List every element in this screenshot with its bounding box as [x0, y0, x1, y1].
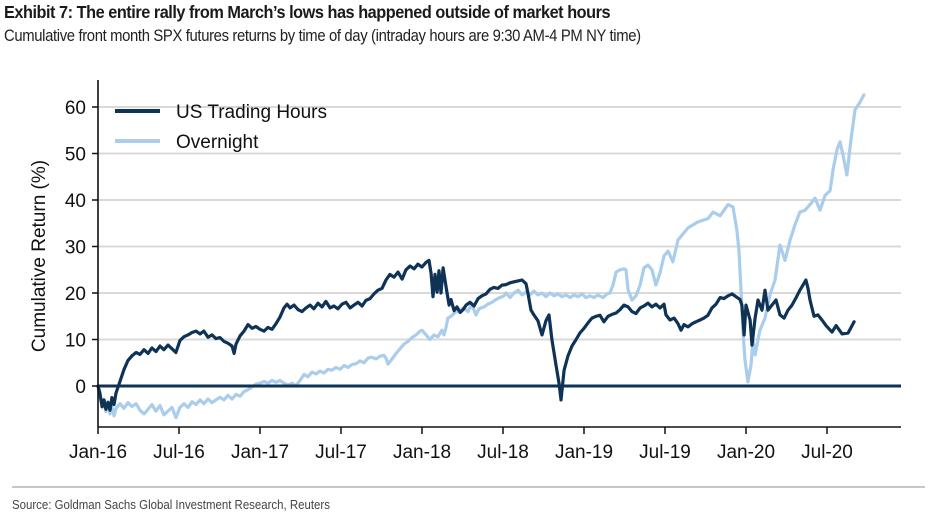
x-tick-label: Jul-18 — [477, 442, 529, 463]
legend: US Trading Hours Overnight — [115, 102, 327, 153]
gridlines — [98, 106, 901, 341]
legend-label-us-trading: US Trading Hours — [176, 102, 327, 123]
x-tick-label: Jan-18 — [393, 442, 451, 463]
axes — [92, 80, 901, 434]
y-tick-label: 50 — [65, 145, 86, 166]
chart-title: Exhibit 7: The entire rally from March’s… — [4, 2, 611, 22]
y-tick-label: 60 — [65, 98, 86, 119]
y-tick-label: 30 — [65, 238, 86, 259]
x-tick-label: Jul-20 — [801, 442, 853, 463]
x-tick-labels: Jan-16 Jul-16 Jan-17 Jul-17 Jan-18 Jul-18 Jan-… — [69, 442, 853, 463]
x-tick-label: Jan-16 — [69, 442, 127, 463]
y-tick-label: 20 — [65, 284, 86, 305]
source-note: Source: Goldman Sachs Global Investment … — [12, 497, 330, 512]
x-tick-label: Jul-16 — [153, 442, 205, 463]
series-lines — [96, 93, 866, 420]
legend-label-overnight: Overnight — [176, 132, 259, 153]
source-divider — [12, 486, 925, 488]
series-line-us-trading-hours — [96, 258, 856, 412]
x-tick-label: Jan-19 — [555, 442, 613, 463]
y-tick-label: 10 — [65, 331, 86, 352]
x-tick-label: Jul-19 — [639, 442, 691, 463]
y-tick-label: 0 — [75, 377, 86, 398]
chart-subtitle: Cumulative front month SPX futures retur… — [4, 27, 641, 45]
y-axis-title: Cumulative Return (%) — [29, 160, 50, 352]
y-tick-labels: 0 10 20 30 40 50 60 — [65, 98, 86, 398]
x-tick-label: Jan-20 — [717, 442, 775, 463]
y-tick-label: 40 — [65, 191, 86, 212]
x-tick-label: Jan-17 — [231, 442, 289, 463]
x-tick-label: Jul-17 — [315, 442, 367, 463]
